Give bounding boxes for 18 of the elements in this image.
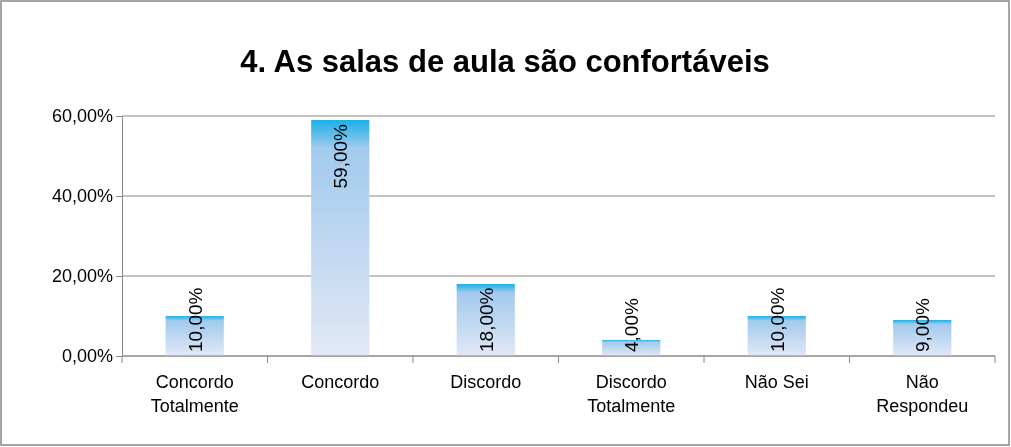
- x-tick-label: Concordo: [301, 372, 380, 392]
- y-tick-label: 0,00%: [61, 346, 113, 367]
- data-label: 10,00%: [766, 287, 788, 352]
- y-tick-label: 40,00%: [51, 186, 113, 207]
- y-tick-label: 20,00%: [51, 266, 113, 287]
- data-label: 59,00%: [330, 123, 352, 189]
- y-tick-label: 60,00%: [51, 106, 113, 127]
- data-label: 4,00%: [621, 298, 643, 352]
- chart-title: 4. As salas de aula são confortáveis: [240, 44, 770, 79]
- x-tick-label: Discordo Totalmente: [587, 372, 676, 416]
- x-tick-label: Não Respondeu: [876, 372, 969, 416]
- x-tick-label: Discordo: [450, 372, 522, 392]
- x-tick-label: Não Sei: [744, 372, 809, 392]
- data-label: 18,00%: [475, 287, 497, 352]
- data-label: 9,00%: [912, 298, 934, 352]
- bar: [311, 120, 370, 356]
- data-label: 10,00%: [184, 287, 206, 352]
- x-tick-label: Concordo Totalmente: [150, 372, 239, 416]
